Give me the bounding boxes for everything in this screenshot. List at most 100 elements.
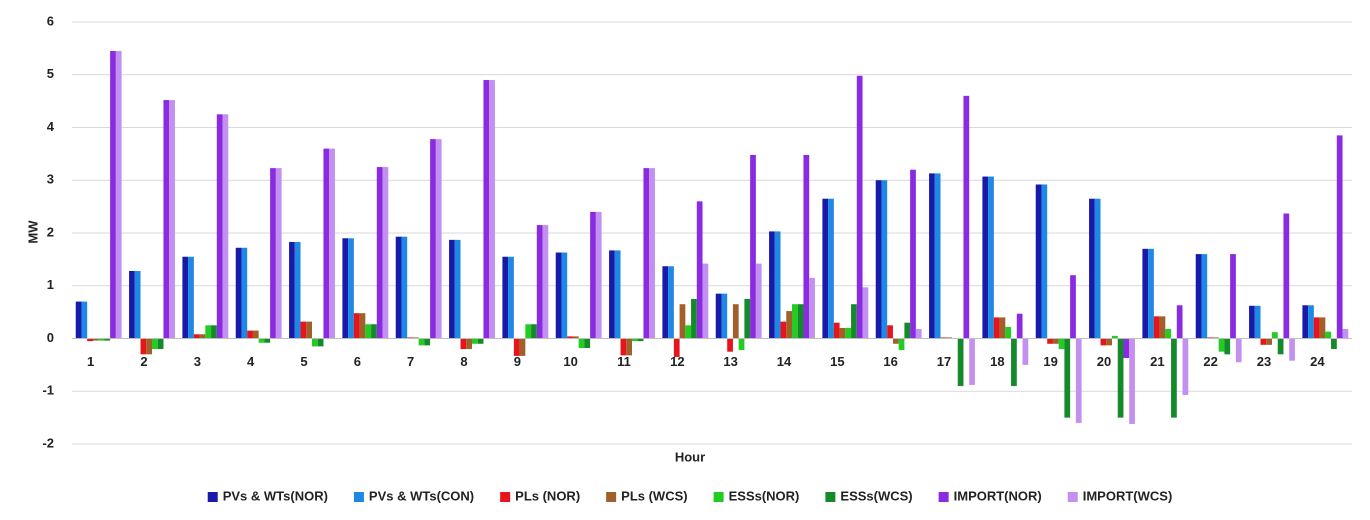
bar xyxy=(222,114,229,339)
bar xyxy=(940,337,947,339)
bar xyxy=(1070,275,1076,339)
bar xyxy=(1148,248,1154,339)
bar xyxy=(157,338,164,350)
bar xyxy=(856,75,863,339)
bar xyxy=(567,336,573,339)
bar xyxy=(270,168,276,339)
bar xyxy=(454,239,461,339)
bar xyxy=(1047,338,1053,344)
bar xyxy=(679,304,686,339)
bar xyxy=(75,301,82,339)
bar xyxy=(1302,305,1309,339)
bar xyxy=(696,201,703,339)
y-tick-label: 0 xyxy=(47,330,54,345)
bar xyxy=(904,322,911,339)
x-tick-label: 16 xyxy=(883,354,897,369)
bar xyxy=(1283,213,1290,339)
bar xyxy=(98,338,105,341)
bar xyxy=(199,334,206,339)
bar xyxy=(910,169,916,339)
bar xyxy=(1195,254,1202,339)
bar xyxy=(727,338,733,352)
bar xyxy=(881,180,888,339)
bar xyxy=(115,51,122,339)
x-tick-label: 21 xyxy=(1150,354,1164,369)
bar xyxy=(472,338,478,344)
x-tick-label: 24 xyxy=(1310,354,1325,369)
x-tick-label: 4 xyxy=(247,354,255,369)
bar xyxy=(264,338,271,343)
bar xyxy=(182,256,189,339)
bar xyxy=(163,100,170,339)
bar xyxy=(542,225,549,339)
bar xyxy=(1142,248,1149,339)
legend-label: PLs (NOR) xyxy=(515,488,580,503)
y-axis-label: MW xyxy=(25,220,40,244)
bar xyxy=(774,231,781,339)
bar xyxy=(1254,305,1261,339)
bar xyxy=(561,252,568,339)
bar xyxy=(353,313,360,339)
bar xyxy=(1052,338,1059,344)
legend-swatch xyxy=(713,492,724,502)
x-tick-label: 23 xyxy=(1257,354,1271,369)
bar xyxy=(1319,317,1326,339)
bar xyxy=(247,330,253,339)
bar xyxy=(1308,305,1314,339)
bar xyxy=(822,198,829,339)
x-tick-label: 5 xyxy=(300,354,307,369)
bar xyxy=(1201,254,1208,339)
bar xyxy=(929,173,935,339)
bar xyxy=(371,324,377,339)
bar xyxy=(300,321,307,339)
y-tick-label: 1 xyxy=(47,277,54,292)
y-tick-label: 4 xyxy=(47,119,55,134)
bar xyxy=(424,338,431,346)
bar xyxy=(721,293,728,339)
bar xyxy=(649,168,655,339)
y-tick-label: 3 xyxy=(47,172,54,187)
bar xyxy=(104,338,111,341)
bar xyxy=(732,304,739,339)
bar xyxy=(323,148,330,339)
x-tick-label: 7 xyxy=(407,354,414,369)
legend: PVs & WTs(NOR) PVs & WTs(CON) PLs (NOR) PLs… xyxy=(207,488,1173,503)
bar xyxy=(365,324,372,339)
legend-swatch xyxy=(207,492,218,502)
bar xyxy=(1224,338,1231,355)
bar xyxy=(460,338,467,350)
bar xyxy=(946,337,952,339)
bar xyxy=(513,338,520,356)
bar xyxy=(797,304,804,339)
bar xyxy=(609,250,615,339)
y-tick-label: 6 xyxy=(47,13,54,28)
bar xyxy=(430,139,436,339)
bar xyxy=(887,325,893,339)
bar xyxy=(407,337,413,339)
bar xyxy=(348,238,354,339)
bar xyxy=(449,239,455,339)
bar xyxy=(211,325,217,339)
bar xyxy=(673,338,680,357)
bar xyxy=(1230,254,1236,339)
bar xyxy=(1123,338,1130,359)
bar xyxy=(205,325,212,339)
y-tick-label: 2 xyxy=(47,224,54,239)
y-tick-label: -2 xyxy=(42,435,54,450)
bar xyxy=(1117,338,1124,418)
x-tick-label: 6 xyxy=(354,354,361,369)
bar xyxy=(738,338,745,351)
bar xyxy=(809,277,815,339)
bar xyxy=(1171,338,1177,418)
bar xyxy=(632,338,638,342)
bar xyxy=(395,236,402,339)
bar xyxy=(915,329,922,339)
bar xyxy=(934,173,941,339)
y-tick-label: -1 xyxy=(42,383,54,398)
bar xyxy=(1207,337,1213,339)
legend-label: PLs (WCS) xyxy=(621,488,687,503)
legend-label: IMPORT(WCS) xyxy=(1083,488,1173,503)
bar xyxy=(275,168,282,339)
bar xyxy=(755,263,762,339)
legend-swatch xyxy=(938,492,949,502)
